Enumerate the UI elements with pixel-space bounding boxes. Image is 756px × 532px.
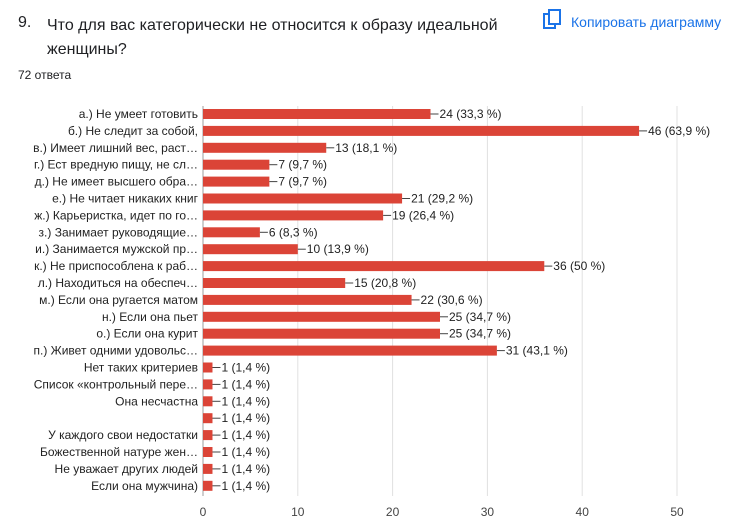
data-label: 31 (43,1 %) <box>506 344 568 358</box>
bar <box>203 311 440 322</box>
bar <box>203 480 213 491</box>
category-label: д.) Не имеет высшего обра… <box>35 175 198 189</box>
data-label: 1 (1,4 %) <box>221 428 270 442</box>
bar <box>203 379 213 390</box>
bar <box>203 413 213 424</box>
data-label: 46 (63,9 %) <box>648 124 710 138</box>
data-label: 7 (9,7 %) <box>278 175 327 189</box>
category-label: Она несчастна <box>115 394 198 408</box>
copy-chart-button[interactable]: Копировать диаграмму <box>543 9 721 34</box>
data-label: 1 (1,4 %) <box>221 377 270 391</box>
data-label: 21 (29,2 %) <box>411 192 473 206</box>
category-label: Если она мужчина) <box>91 479 198 493</box>
category-label: У каждого свои недостатки <box>48 428 198 442</box>
bar <box>203 294 412 305</box>
bar <box>203 210 384 221</box>
data-label: 24 (33,3 %) <box>440 107 502 121</box>
bar <box>203 142 327 153</box>
data-label: 1 (1,4 %) <box>221 361 270 375</box>
x-tick-label: 30 <box>481 505 495 519</box>
bar <box>203 278 346 288</box>
category-label: Не уважает других людей <box>55 462 198 476</box>
copy-chart-label: Копировать диаграмму <box>571 13 722 30</box>
bar <box>203 345 497 356</box>
bar <box>203 244 298 255</box>
category-label: а.) Не умеет готовить <box>79 107 198 121</box>
data-label: 15 (20,8 %) <box>354 276 416 290</box>
bar <box>203 362 213 373</box>
data-label: 1 (1,4 %) <box>221 479 270 493</box>
data-label: 1 (1,4 %) <box>221 394 270 408</box>
bar <box>203 463 213 474</box>
category-label: н.) Если она пьет <box>102 310 199 324</box>
data-label: 19 (26,4 %) <box>392 208 454 222</box>
bar <box>203 328 440 339</box>
category-label: Нет таких критериев <box>84 361 198 375</box>
data-label: 1 (1,4 %) <box>221 445 270 459</box>
data-label: 25 (34,7 %) <box>449 327 511 341</box>
x-tick-label: 50 <box>670 505 684 519</box>
category-label: ж.) Карьеристка, идет по го… <box>34 208 198 222</box>
bar <box>203 193 403 204</box>
category-label: з.) Занимает руководящие… <box>39 225 198 239</box>
data-label: 7 (9,7 %) <box>278 158 327 172</box>
bar <box>203 109 431 119</box>
bar <box>203 430 213 441</box>
x-tick-label: 40 <box>576 505 590 519</box>
response-count: 72 ответа <box>18 68 72 82</box>
data-label: 22 (30,6 %) <box>421 293 483 307</box>
data-label: 10 (13,9 %) <box>307 242 369 256</box>
x-tick-label: 0 <box>200 505 207 519</box>
data-label: 6 (8,3 %) <box>269 225 318 239</box>
category-label: к.) Не приспособлена к раб… <box>34 259 198 273</box>
x-tick-label: 10 <box>291 505 305 519</box>
data-label: 36 (50 %) <box>553 259 605 273</box>
category-label: л.) Находиться на обеспеч… <box>38 276 198 290</box>
category-label: Список «контрольный пере… <box>34 377 198 391</box>
bar <box>203 261 545 272</box>
category-label: п.) Живет одними удовольс… <box>33 344 198 358</box>
bar <box>203 447 213 457</box>
bar <box>203 176 270 187</box>
data-label: 1 (1,4 %) <box>221 462 270 476</box>
copy-icon <box>543 9 561 34</box>
bar <box>203 396 213 407</box>
bar <box>203 159 270 170</box>
x-tick-label: 20 <box>386 505 400 519</box>
question-title: Что для вас категорически не относится к… <box>47 17 498 58</box>
category-label: в.) Имеет лишний вес, раст… <box>33 141 198 155</box>
category-label: г.) Ест вредную пищу, не сл… <box>34 158 198 172</box>
data-label: 1 (1,4 %) <box>221 411 270 425</box>
category-label: о.) Если она курит <box>96 327 198 341</box>
data-label: 25 (34,7 %) <box>449 310 511 324</box>
category-label: и.) Занимается мужской пр… <box>35 242 198 256</box>
question-number: 9. <box>18 14 32 31</box>
bar <box>203 227 260 238</box>
category-label: м.) Если она ругается матом <box>39 293 198 307</box>
data-label: 13 (18,1 %) <box>335 141 397 155</box>
category-label: Божественной натуре жен… <box>40 445 198 459</box>
bar <box>203 125 640 136</box>
category-label: б.) Не следит за собой, <box>68 124 198 138</box>
category-label: е.) Не читает никаких книг <box>52 192 198 206</box>
